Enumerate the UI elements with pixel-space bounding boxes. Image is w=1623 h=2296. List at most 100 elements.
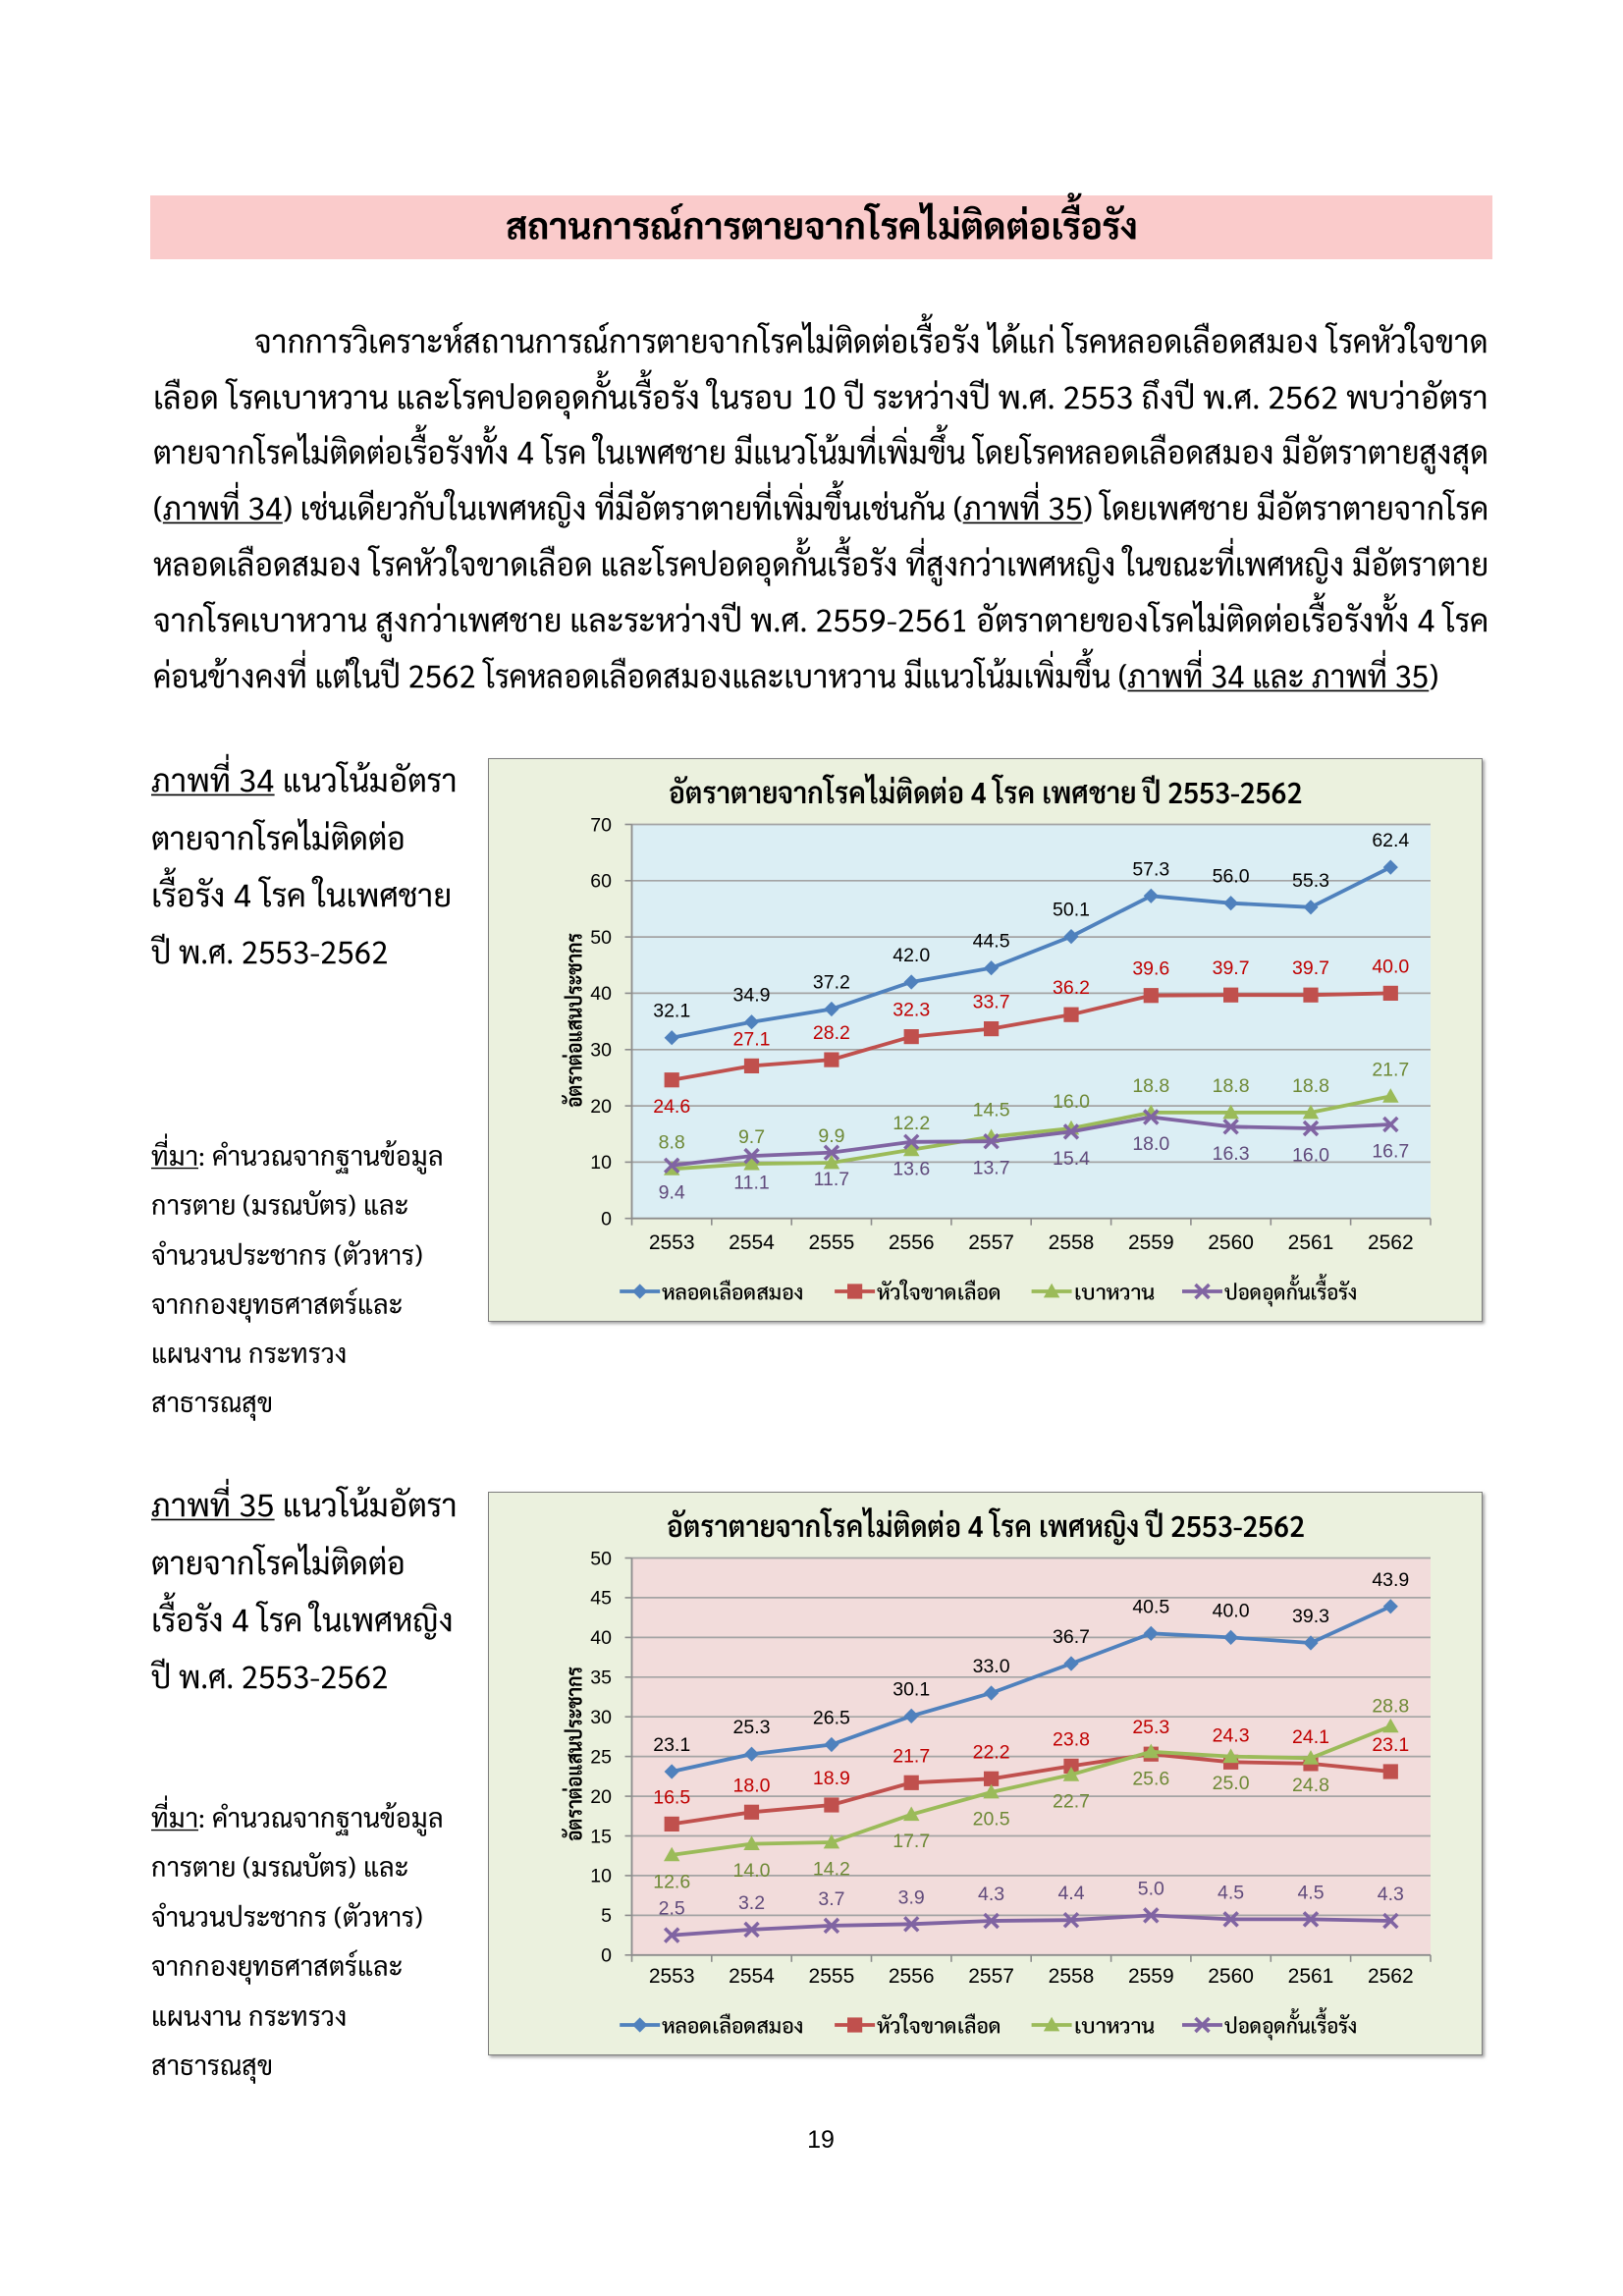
svg-text:60: 60	[590, 870, 612, 892]
svg-text:14.5: 14.5	[972, 1099, 1009, 1121]
svg-text:20.5: 20.5	[972, 1808, 1009, 1830]
svg-text:33.7: 33.7	[972, 991, 1009, 1012]
svg-text:39.7: 39.7	[1212, 957, 1249, 979]
svg-text:12.6: 12.6	[653, 1871, 690, 1892]
svg-text:2.5: 2.5	[658, 1897, 684, 1919]
svg-text:44.5: 44.5	[972, 930, 1009, 952]
svg-text:2559: 2559	[1127, 1965, 1173, 1988]
svg-text:13.6: 13.6	[893, 1158, 930, 1179]
svg-text:24.3: 24.3	[1212, 1724, 1249, 1746]
svg-text:21.7: 21.7	[893, 1745, 930, 1767]
svg-text:24.6: 24.6	[653, 1096, 690, 1118]
svg-text:16.5: 16.5	[653, 1786, 690, 1808]
svg-text:2554: 2554	[729, 1965, 775, 1988]
svg-text:16.7: 16.7	[1372, 1140, 1409, 1162]
svg-text:39.3: 39.3	[1292, 1606, 1329, 1627]
svg-text:40.0: 40.0	[1212, 1600, 1249, 1621]
svg-text:40.0: 40.0	[1372, 956, 1409, 977]
svg-text:23.1: 23.1	[1372, 1734, 1409, 1756]
svg-text:16.3: 16.3	[1212, 1142, 1249, 1164]
svg-text:36.2: 36.2	[1053, 977, 1090, 999]
svg-text:2555: 2555	[808, 1231, 854, 1254]
svg-text:56.0: 56.0	[1212, 865, 1249, 887]
svg-text:8.8: 8.8	[658, 1131, 684, 1153]
svg-text:10: 10	[590, 1865, 612, 1886]
svg-text:62.4: 62.4	[1372, 830, 1409, 851]
svg-text:2553: 2553	[648, 1231, 694, 1254]
svg-text:50.1: 50.1	[1053, 899, 1090, 920]
svg-text:2561: 2561	[1287, 1965, 1333, 1988]
svg-text:25.6: 25.6	[1132, 1768, 1169, 1789]
svg-text:30: 30	[590, 1707, 612, 1728]
svg-text:17.7: 17.7	[893, 1831, 930, 1852]
svg-text:22.7: 22.7	[1053, 1790, 1090, 1812]
svg-text:35: 35	[590, 1667, 612, 1688]
svg-text:18.8: 18.8	[1132, 1074, 1169, 1096]
svg-text:32.1: 32.1	[653, 1000, 690, 1021]
svg-text:26.5: 26.5	[812, 1707, 849, 1728]
svg-text:18.9: 18.9	[812, 1768, 849, 1789]
svg-text:12.2: 12.2	[893, 1112, 930, 1133]
svg-text:14.2: 14.2	[812, 1858, 849, 1880]
svg-text:18.8: 18.8	[1292, 1074, 1329, 1096]
svg-text:18.8: 18.8	[1212, 1074, 1249, 1096]
svg-text:4.3: 4.3	[978, 1884, 1004, 1905]
svg-text:2557: 2557	[968, 1231, 1014, 1254]
svg-text:10: 10	[590, 1152, 612, 1174]
svg-text:22.2: 22.2	[972, 1741, 1009, 1763]
svg-text:42.0: 42.0	[893, 945, 930, 966]
svg-text:28.8: 28.8	[1372, 1695, 1409, 1717]
svg-text:24.1: 24.1	[1292, 1725, 1329, 1747]
svg-text:57.3: 57.3	[1132, 858, 1169, 880]
svg-text:25.3: 25.3	[732, 1717, 770, 1738]
svg-text:4.5: 4.5	[1217, 1882, 1244, 1903]
svg-text:2562: 2562	[1367, 1231, 1413, 1254]
svg-text:39.6: 39.6	[1132, 957, 1169, 979]
svg-text:30.1: 30.1	[893, 1678, 930, 1700]
svg-text:40: 40	[590, 983, 612, 1005]
svg-text:2556: 2556	[888, 1965, 934, 1988]
svg-text:45: 45	[590, 1587, 612, 1609]
svg-text:15.4: 15.4	[1053, 1147, 1090, 1169]
svg-text:28.2: 28.2	[812, 1022, 849, 1044]
svg-text:0: 0	[601, 1208, 612, 1230]
svg-text:25: 25	[590, 1746, 612, 1768]
svg-text:15: 15	[590, 1826, 612, 1847]
svg-text:21.7: 21.7	[1372, 1059, 1409, 1080]
svg-text:2558: 2558	[1048, 1965, 1094, 1988]
svg-text:3.9: 3.9	[897, 1886, 924, 1908]
svg-text:4.3: 4.3	[1377, 1884, 1403, 1905]
svg-text:11.1: 11.1	[733, 1172, 770, 1193]
svg-text:32.3: 32.3	[893, 999, 930, 1020]
svg-text:23.8: 23.8	[1053, 1728, 1090, 1750]
svg-text:36.7: 36.7	[1053, 1626, 1090, 1648]
svg-text:39.7: 39.7	[1292, 957, 1329, 979]
svg-text:34.9: 34.9	[732, 984, 770, 1006]
svg-text:25.3: 25.3	[1132, 1717, 1169, 1738]
svg-text:37.2: 37.2	[812, 971, 849, 993]
svg-text:14.0: 14.0	[732, 1860, 770, 1882]
svg-text:2553: 2553	[648, 1965, 694, 1988]
svg-text:11.7: 11.7	[813, 1169, 849, 1190]
svg-text:5: 5	[601, 1905, 612, 1927]
svg-text:40: 40	[590, 1627, 612, 1649]
svg-text:2561: 2561	[1287, 1231, 1333, 1254]
svg-text:2554: 2554	[729, 1231, 775, 1254]
svg-text:5.0: 5.0	[1137, 1878, 1163, 1899]
svg-text:18.0: 18.0	[1132, 1133, 1169, 1155]
svg-text:4.5: 4.5	[1297, 1882, 1324, 1903]
svg-text:18.0: 18.0	[732, 1775, 770, 1796]
svg-text:13.7: 13.7	[972, 1157, 1009, 1178]
svg-text:4.4: 4.4	[1057, 1883, 1084, 1904]
svg-text:3.2: 3.2	[737, 1891, 764, 1913]
svg-text:16.0: 16.0	[1053, 1091, 1090, 1113]
svg-text:2558: 2558	[1048, 1231, 1094, 1254]
svg-text:27.1: 27.1	[732, 1028, 770, 1050]
svg-text:50: 50	[590, 926, 612, 948]
svg-text:30: 30	[590, 1039, 612, 1061]
svg-text:2562: 2562	[1367, 1965, 1413, 1988]
svg-text:9.4: 9.4	[658, 1181, 684, 1203]
svg-text:3.7: 3.7	[818, 1887, 844, 1909]
svg-text:40.5: 40.5	[1132, 1596, 1169, 1617]
svg-text:2559: 2559	[1127, 1231, 1173, 1254]
